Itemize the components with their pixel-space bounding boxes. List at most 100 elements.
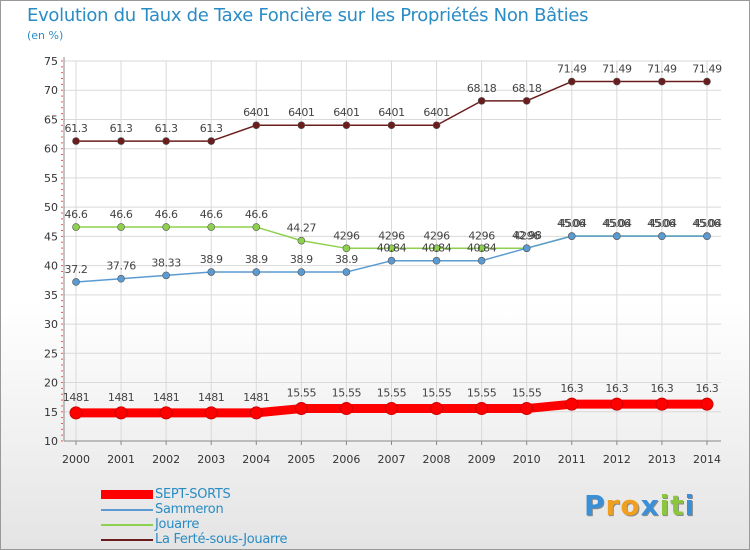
point-sept-sorts [249, 406, 263, 420]
data-label-la-ferte-sous-jouarre: 71.49 [602, 63, 632, 76]
point-sammeron [567, 232, 576, 240]
data-label-sammeron: 38.9 [245, 253, 268, 266]
point-sammeron [387, 256, 396, 265]
legend-label-jouarre: Jouarre [155, 517, 200, 532]
y-axis-label: (en %) [27, 29, 64, 42]
data-label-sept-sorts: 15.55 [287, 387, 317, 400]
data-label-la-ferte-sous-jouarre: 6401 [333, 106, 359, 119]
legend-label-sept-sorts: SEPT-SORTS [155, 487, 231, 502]
data-label-jouarre: 4506 [694, 217, 721, 230]
data-label-jouarre: 4506 [604, 217, 631, 230]
chart-title: Evolution du Taux de Taxe Foncière sur l… [27, 5, 589, 26]
point-sammeron [432, 256, 441, 265]
data-label-sept-sorts: 16.3 [560, 382, 583, 395]
x-tick-label: 2003 [197, 453, 225, 466]
point-sammeron [297, 268, 306, 276]
data-label-jouarre: 46.6 [155, 208, 178, 221]
point-sept-sorts [159, 406, 173, 420]
point-sept-sorts [700, 397, 714, 411]
legend-item-jouarre[interactable]: Jouarre [101, 517, 199, 532]
point-jouarre [432, 244, 441, 253]
data-label-jouarre: 46.6 [200, 208, 223, 221]
data-label-la-ferte-sous-jouarre: 61.3 [65, 122, 88, 135]
data-label-sept-sorts: 15.55 [512, 387, 542, 400]
data-label-sept-sorts: 1481 [198, 391, 224, 404]
data-label-sammeron: 42.98 [512, 229, 542, 242]
y-tick-label: 25 [44, 347, 58, 360]
data-label-sept-sorts: 1481 [108, 391, 134, 404]
data-label-sammeron: 38.9 [290, 253, 313, 266]
point-sammeron [477, 256, 486, 265]
point-la-ferte-sous-jouarre [72, 137, 80, 145]
point-sept-sorts [294, 402, 308, 416]
x-tick-label: 2007 [377, 453, 405, 466]
x-tick-label: 2013 [648, 453, 676, 466]
data-label-sammeron: 45.04 [557, 217, 587, 230]
point-sept-sorts [610, 397, 624, 411]
legend-item-sammeron[interactable]: Sammeron [101, 502, 224, 517]
data-label-jouarre: 4296 [468, 229, 495, 242]
point-sammeron [703, 232, 711, 240]
y-tick-label: 55 [44, 172, 58, 185]
logo-letter: P [584, 489, 606, 522]
data-label-jouarre: 4296 [513, 229, 540, 242]
point-sept-sorts [69, 406, 83, 420]
point-jouarre [162, 223, 170, 231]
data-label-la-ferte-sous-jouarre: 71.49 [647, 63, 677, 76]
point-la-ferte-sous-jouarre [297, 121, 306, 130]
y-tick-label: 20 [44, 377, 58, 390]
point-la-ferte-sous-jouarre [252, 121, 261, 130]
point-jouarre [207, 223, 216, 231]
legend-item-sept-sorts[interactable]: SEPT-SORTS [101, 487, 231, 502]
point-sept-sorts [384, 402, 398, 416]
point-sept-sorts [114, 406, 128, 420]
data-label-sept-sorts: 1481 [63, 391, 89, 404]
point-la-ferte-sous-jouarre [432, 121, 441, 130]
point-sammeron [613, 232, 621, 240]
x-tick-label: 2012 [603, 453, 631, 466]
point-sept-sorts [655, 397, 669, 411]
data-label-sammeron: 38.9 [335, 253, 358, 266]
point-jouarre [387, 244, 396, 253]
data-label-sept-sorts: 15.55 [377, 387, 407, 400]
y-tick-label: 50 [44, 201, 58, 214]
point-sammeron [342, 268, 351, 276]
point-sammeron [207, 268, 216, 276]
x-tick-label: 2011 [558, 453, 586, 466]
data-label-sammeron: 40.84 [377, 242, 407, 255]
point-sammeron [72, 278, 80, 286]
point-sammeron [162, 271, 170, 280]
legend-item-la-ferte[interactable]: La Ferté-sous-Jouarre [101, 532, 288, 547]
point-la-ferte-sous-jouarre [567, 77, 576, 86]
y-tick-label: 15 [44, 406, 58, 419]
x-tick-label: 2001 [107, 453, 135, 466]
data-label-jouarre: 46.6 [245, 208, 268, 221]
data-label-sammeron: 40.84 [467, 242, 497, 255]
x-tick-label: 2004 [242, 453, 270, 466]
point-sammeron [252, 268, 261, 276]
y-tick-label: 70 [44, 84, 58, 97]
x-tick-label: 2008 [423, 453, 451, 466]
data-label-la-ferte-sous-jouarre: 61.3 [155, 122, 178, 135]
data-label-sept-sorts: 15.55 [467, 387, 497, 400]
series-lines [69, 77, 714, 420]
data-label-jouarre: 4296 [333, 229, 360, 242]
y-tick-label: 75 [44, 55, 58, 68]
data-label-la-ferte-sous-jouarre: 71.49 [557, 63, 587, 76]
point-la-ferte-sous-jouarre [342, 121, 351, 130]
x-tick-label: 2014 [693, 453, 721, 466]
logo-letter: i [659, 489, 671, 522]
data-labels: 61.3 61.3 61.3 61.3 6401 6401 6401 6401 6401 68.1… [63, 63, 723, 404]
x-tick-label: 2010 [513, 453, 541, 466]
x-tick-label: 2005 [287, 453, 315, 466]
data-label-sammeron: 45.04 [692, 217, 722, 230]
y-tick-label: 45 [44, 230, 58, 243]
data-label-la-ferte-sous-jouarre: 6401 [288, 106, 314, 119]
legend-label-sammeron: Sammeron [155, 502, 224, 517]
data-label-jouarre: 4296 [423, 229, 450, 242]
point-la-ferte-sous-jouarre [387, 121, 396, 130]
data-label-sammeron: 38.9 [200, 253, 223, 266]
point-jouarre [477, 244, 486, 253]
point-la-ferte-sous-jouarre [207, 137, 216, 145]
legend-swatch-jouarre [101, 523, 153, 526]
